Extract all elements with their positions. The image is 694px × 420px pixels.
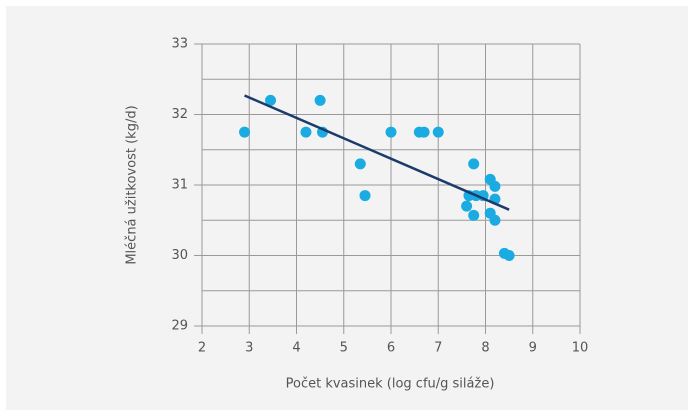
data-point	[239, 126, 251, 138]
trend-line	[244, 94, 510, 211]
x-tick-label: 9	[529, 341, 537, 356]
x-tick-label: 7	[434, 341, 442, 356]
data-point	[359, 190, 371, 202]
x-tick-label: 2	[198, 341, 206, 356]
x-tick-label: 10	[572, 341, 589, 356]
data-point	[503, 250, 515, 261]
data-point	[265, 94, 277, 106]
y-axis-label: Mléčná užitkovost (kg/d)	[125, 105, 140, 264]
y-tick-label: 30	[171, 248, 188, 263]
x-tick-label: 4	[292, 341, 300, 356]
data-point	[432, 126, 444, 138]
data-point	[468, 158, 480, 170]
data-point	[354, 158, 366, 170]
y-tick-label: 29	[171, 319, 188, 334]
data-point	[418, 126, 430, 138]
x-axis-label: Počet kvasinek (log cfu/g siláže)	[286, 377, 495, 392]
x-tick-label: 3	[245, 341, 253, 356]
data-point	[300, 126, 312, 138]
y-tick-label: 32	[171, 107, 188, 122]
data-point	[461, 200, 473, 212]
data-point	[314, 94, 326, 106]
x-tick-label: 5	[340, 341, 348, 356]
x-tick-label: 6	[387, 341, 395, 356]
data-point	[468, 209, 480, 221]
data-point	[385, 126, 397, 138]
y-tick-label: 31	[171, 178, 188, 193]
y-tick-label: 33	[171, 37, 188, 52]
chart-background	[6, 6, 688, 410]
data-point	[489, 214, 501, 226]
x-tick-label: 8	[481, 341, 489, 356]
data-point	[489, 180, 501, 192]
